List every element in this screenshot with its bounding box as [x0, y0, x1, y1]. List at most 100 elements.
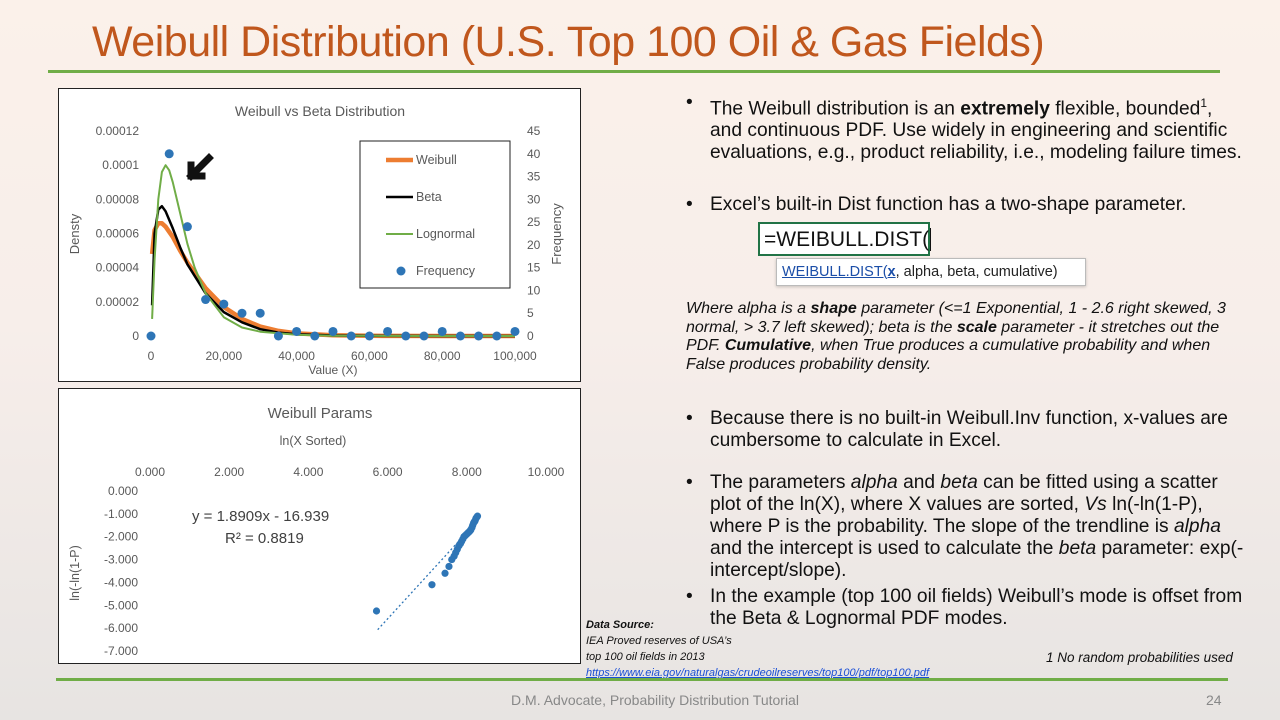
chart2-ytick-label: -6.000: [104, 621, 138, 635]
chart2-xtick-label: 8.000: [452, 465, 482, 479]
b4-1: The parameters: [710, 472, 851, 493]
chart1-ytick-label: 0: [132, 329, 139, 343]
chart2-ytick-label: 0.000: [108, 484, 138, 498]
excel-formula-cell: =WEIBULL.DIST(: [758, 222, 932, 256]
ip-1: Where alpha is a: [686, 300, 811, 317]
chart2-trend-equation: y = 1.8909x - 16.939: [192, 508, 329, 525]
chart2-title: Weibull Params: [268, 405, 373, 422]
chart1-y2tick-label: 15: [527, 261, 541, 275]
chart1-y2tick-label: 0: [527, 329, 534, 343]
top-rule: [48, 70, 1220, 73]
chart1-frequency-point: [182, 222, 192, 232]
weibull-vs-beta-chart: Weibull vs Beta Distribution 0 0.00002 0.00…: [58, 88, 581, 382]
chart1-ytick-label: 0.00006: [96, 227, 140, 241]
chart2-point: [441, 569, 449, 577]
excel-function-tooltip: WEIBULL.DIST(x, alpha, beta, cumulative): [776, 258, 1086, 286]
chart1-frequency-point: [219, 299, 229, 309]
chart1-frequency-point: [510, 326, 520, 336]
formula-text: =WEIBULL.DIST(: [764, 228, 930, 251]
b4-5: and the intercept is used to calculate t…: [710, 538, 1059, 559]
chart2-ytick-label: -5.000: [104, 598, 138, 612]
weibull-params-chart: Weibull Params ln(X Sorted) 0.000 2.000 4.00…: [58, 388, 581, 664]
chart1-frequency-point: [164, 149, 174, 159]
chart1-frequency-point: [383, 326, 393, 336]
chart1-xtick-label: 20,000: [205, 349, 242, 363]
ip-cumulative: Cumulative: [724, 337, 812, 354]
b1-mid: flexible, bounded: [1049, 98, 1201, 120]
chart1-ytick-label: 0.00012: [96, 124, 140, 138]
chart1-xlabel: Value (X): [308, 363, 357, 377]
footer-text: D.M. Advocate, Probability Distribution …: [511, 692, 799, 708]
chart1-y2tick-label: 10: [527, 283, 541, 297]
weibull-params-svg: Weibull Params ln(X Sorted) 0.000 2.000 4.00…: [68, 405, 565, 658]
footnote: 1 No random probabilities used: [1046, 650, 1233, 665]
chart1-frequency-point: [237, 308, 247, 318]
chart1-xtick-label: 80,000: [424, 349, 461, 363]
weibull-vs-beta-svg: Weibull vs Beta Distribution 0 0.00002 0.00…: [67, 103, 564, 377]
data-source: Data Source: IEA Proved reserves of USA’…: [586, 617, 929, 681]
text-cursor: [930, 228, 932, 251]
chart1-y2tick-label: 40: [527, 147, 541, 161]
bullet-weibull-description: The Weibull distribution is an extremely…: [686, 92, 1246, 164]
chart1-frequency-point: [364, 331, 374, 341]
chart1-legend-label: Beta: [416, 190, 442, 204]
chart1-ytick-label: 0.0001: [102, 158, 139, 172]
b1-post: , and continuous PDF. Use widely in engi…: [710, 98, 1242, 164]
chart1-ytick-label: 0.00008: [96, 192, 140, 206]
b1-pre: The Weibull distribution is an: [710, 98, 961, 120]
chart1-frequency-point: [310, 331, 320, 341]
chart1-ytick-label: 0.00002: [96, 295, 140, 309]
chart1-y2tick-label: 20: [527, 238, 541, 252]
chart1-frequency-point: [346, 331, 356, 341]
slide-title: Weibull Distribution (U.S. Top 100 Oil &…: [92, 18, 1045, 66]
chart1-title: Weibull vs Beta Distribution: [235, 103, 405, 119]
chart1-legend-box: [359, 140, 511, 289]
chart1-xtick-label: 60,000: [351, 349, 388, 363]
chart1-y2tick-label: 25: [527, 215, 541, 229]
chart2-xlabel: ln(X Sorted): [280, 434, 347, 448]
source-line-1: IEA Proved reserves of USA’s: [586, 635, 732, 647]
chart1-frequency-point: [419, 331, 429, 341]
b4-beta2: beta: [1058, 538, 1097, 559]
b4-4: ln(-ln(1-P), where P is the probability.…: [710, 494, 1203, 537]
chart2-point: [428, 581, 436, 589]
chart2-xtick-label: 4.000: [293, 465, 323, 479]
chart2-ytick-label: -3.000: [104, 553, 138, 567]
chart1-legend-label: Weibull: [416, 153, 457, 167]
ip-4: , when True produces a cumulative probab…: [686, 337, 1211, 373]
bottom-rule: [56, 678, 1228, 681]
b4-6: parameter: exp(-intercept/slope).: [710, 538, 1244, 581]
chart1-frequency-point: [201, 295, 211, 305]
chart1-frequency-point: [474, 331, 484, 341]
chart2-xtick-label: 10.000: [528, 465, 565, 479]
chart1-y2tick-label: 30: [527, 192, 541, 206]
b1-sup: 1: [1200, 96, 1207, 110]
ip-shape: shape: [810, 300, 857, 317]
b4-alpha: alpha: [850, 472, 898, 493]
chart1-y2tick-label: 45: [527, 124, 541, 138]
chart2-ylabel: ln(-ln(1-P): [68, 545, 82, 601]
chart1-y2label: Frequency: [549, 203, 564, 265]
chart2-ytick-label: -7.000: [104, 644, 138, 658]
tooltip-arg-x: x: [887, 264, 896, 280]
page-number: 24: [1206, 692, 1222, 708]
chart1-frequency-point: [273, 331, 283, 341]
b1-bold: extremely: [960, 98, 1050, 120]
chart2-point: [473, 512, 482, 520]
chart1-frequency-point: [146, 331, 156, 341]
source-link[interactable]: https://www.eia.gov/naturalgas/crudeoilr…: [586, 667, 930, 679]
b4-vs: Vs: [1084, 494, 1107, 515]
chart1-y2tick-label: 35: [527, 170, 541, 184]
tooltip-args: , alpha, beta, cumulative): [895, 264, 1058, 280]
chart2-xtick-label: 0.000: [135, 465, 165, 479]
b4-3: can be fitted using a scatter plot of th…: [710, 472, 1218, 515]
chart2-point: [445, 562, 453, 571]
chart2-ytick-label: -2.000: [104, 530, 138, 544]
chart2-ytick-label: -4.000: [104, 575, 138, 589]
chart1-xtick-label: 40,000: [278, 349, 315, 363]
chart2-xtick-label: 2.000: [214, 465, 244, 479]
chart1-legend-swatch-frequency: [396, 266, 406, 276]
chart1-frequency-point: [401, 331, 411, 341]
chart1-ytick-label: 0.00004: [96, 261, 140, 275]
chart1-xtick-label: 100,000: [493, 349, 537, 363]
